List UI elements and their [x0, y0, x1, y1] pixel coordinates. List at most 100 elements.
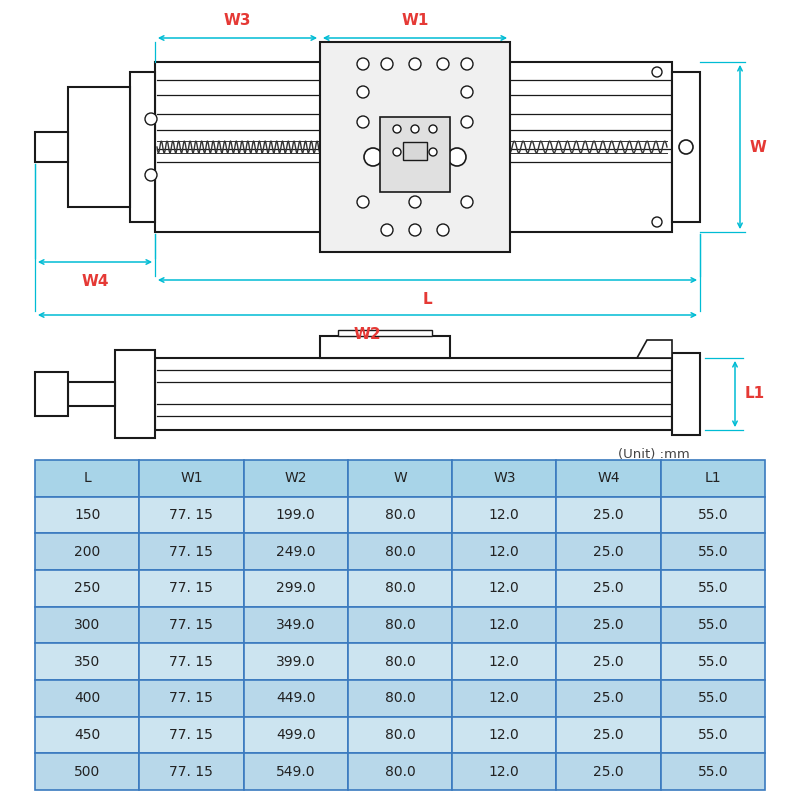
Text: L1: L1 [745, 386, 765, 402]
Text: W1: W1 [402, 13, 429, 28]
Bar [452, 643, 557, 680]
Bar [35, 754, 139, 790]
Text: 199.0: 199.0 [276, 508, 315, 522]
Text: 25.0: 25.0 [594, 691, 624, 706]
Circle shape [145, 113, 157, 125]
Bar [139, 717, 243, 754]
Text: 77. 15: 77. 15 [170, 582, 214, 595]
Text: 25.0: 25.0 [594, 582, 624, 595]
Bar [68, 87, 130, 207]
Text: 55.0: 55.0 [698, 508, 728, 522]
Circle shape [357, 116, 369, 128]
Bar [139, 680, 243, 717]
Bar [661, 497, 765, 534]
Text: 200: 200 [74, 545, 100, 558]
Bar [452, 570, 557, 606]
Bar [155, 62, 672, 232]
Text: 12.0: 12.0 [489, 545, 520, 558]
Circle shape [437, 58, 449, 70]
Polygon shape [637, 340, 672, 358]
Text: 77. 15: 77. 15 [170, 545, 214, 558]
Bar [35, 643, 139, 680]
Text: 12.0: 12.0 [489, 728, 520, 742]
Circle shape [461, 58, 473, 70]
Text: 12.0: 12.0 [489, 765, 520, 778]
Circle shape [357, 196, 369, 208]
Text: 77. 15: 77. 15 [170, 691, 214, 706]
Text: 25.0: 25.0 [594, 728, 624, 742]
Bar [35, 132, 68, 162]
Text: 80.0: 80.0 [385, 654, 415, 669]
Text: 12.0: 12.0 [489, 618, 520, 632]
Bar [452, 497, 557, 534]
Bar [35, 606, 139, 643]
Bar [452, 606, 557, 643]
Text: 80.0: 80.0 [385, 582, 415, 595]
Circle shape [429, 148, 437, 156]
Circle shape [357, 86, 369, 98]
Text: 25.0: 25.0 [594, 618, 624, 632]
Bar [452, 680, 557, 717]
Bar [155, 358, 672, 430]
Text: 299.0: 299.0 [276, 582, 315, 595]
Circle shape [409, 196, 421, 208]
Text: L: L [422, 292, 432, 307]
Bar [557, 534, 661, 570]
Circle shape [461, 196, 473, 208]
Bar [452, 717, 557, 754]
Bar [115, 350, 155, 438]
Text: 80.0: 80.0 [385, 728, 415, 742]
Text: 80.0: 80.0 [385, 618, 415, 632]
Text: 400: 400 [74, 691, 100, 706]
Text: 449.0: 449.0 [276, 691, 315, 706]
Bar [35, 534, 139, 570]
Text: 399.0: 399.0 [276, 654, 315, 669]
Bar [243, 497, 348, 534]
Text: 77. 15: 77. 15 [170, 618, 214, 632]
Text: W: W [750, 139, 767, 154]
Bar [452, 534, 557, 570]
Text: 77. 15: 77. 15 [170, 765, 214, 778]
Bar [380, 117, 450, 192]
Circle shape [448, 148, 466, 166]
Bar [557, 643, 661, 680]
Bar [243, 754, 348, 790]
Text: W4: W4 [598, 471, 620, 486]
Text: 250: 250 [74, 582, 100, 595]
Bar [661, 570, 765, 606]
Circle shape [411, 125, 419, 133]
Bar [348, 717, 452, 754]
Circle shape [437, 224, 449, 236]
Text: 80.0: 80.0 [385, 508, 415, 522]
Bar [452, 460, 557, 497]
Circle shape [652, 217, 662, 227]
Bar [557, 717, 661, 754]
Text: 12.0: 12.0 [489, 691, 520, 706]
Text: W3: W3 [224, 13, 251, 28]
Bar [557, 497, 661, 534]
Bar [557, 754, 661, 790]
Bar [672, 72, 700, 222]
Bar [348, 754, 452, 790]
Bar [243, 534, 348, 570]
Circle shape [145, 169, 157, 181]
Text: 25.0: 25.0 [594, 765, 624, 778]
Text: 150: 150 [74, 508, 100, 522]
Bar [35, 372, 68, 416]
Text: 55.0: 55.0 [698, 582, 728, 595]
Text: 55.0: 55.0 [698, 654, 728, 669]
Text: 80.0: 80.0 [385, 545, 415, 558]
Text: W1: W1 [180, 471, 202, 486]
Bar [139, 754, 243, 790]
Bar [139, 534, 243, 570]
Bar [661, 717, 765, 754]
Text: W: W [393, 471, 407, 486]
Text: L: L [83, 471, 91, 486]
Circle shape [393, 148, 401, 156]
Circle shape [364, 148, 382, 166]
Bar [557, 460, 661, 497]
Text: 300: 300 [74, 618, 100, 632]
Text: 549.0: 549.0 [276, 765, 315, 778]
Bar [403, 142, 427, 160]
Text: 349.0: 349.0 [276, 618, 315, 632]
